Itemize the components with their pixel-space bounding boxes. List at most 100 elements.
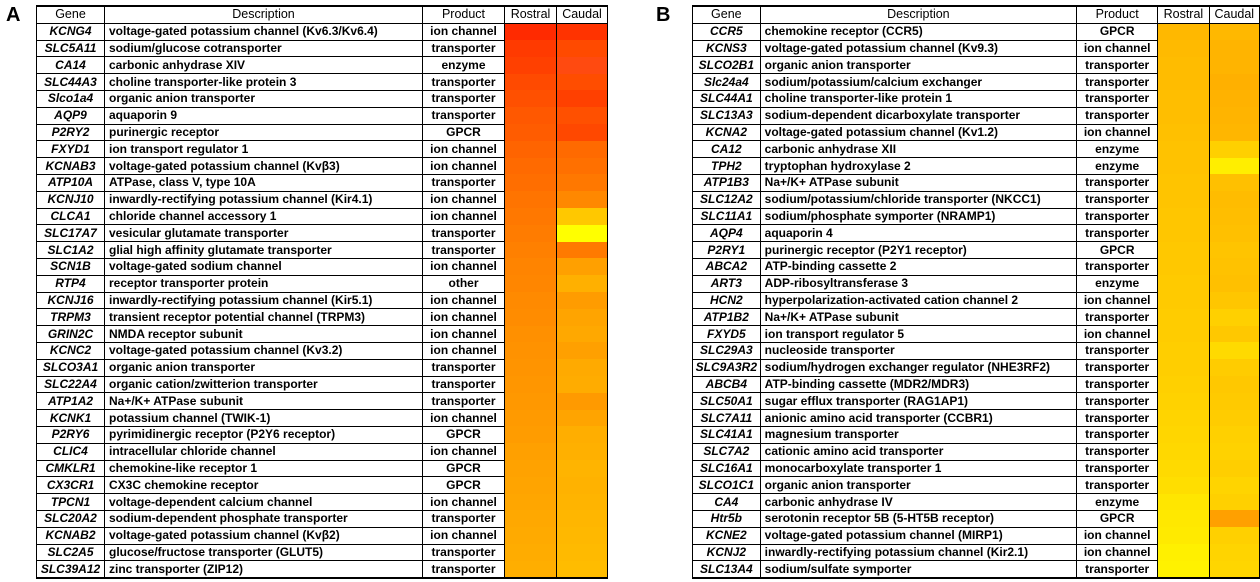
- description-cell: chloride channel accessory 1: [104, 207, 423, 226]
- gene-name-cell: Slc24a4: [692, 73, 761, 91]
- table-row: ATP10A ATPase, class V, type 10A transport…: [36, 173, 608, 192]
- rostral-heat-cell: [504, 443, 557, 461]
- product-cell: transporter: [1076, 207, 1159, 226]
- table-row: SLC7A2 cationic amino acid transporter tra…: [692, 442, 1260, 461]
- caudal-heat-cell: [556, 376, 608, 393]
- rostral-heat-cell: [504, 325, 557, 343]
- product-cell: transporter: [1076, 308, 1159, 327]
- product-cell: transporter: [422, 509, 505, 528]
- table-row: KCNS3 voltage-gated potassium channel (Kv…: [692, 39, 1260, 58]
- gene-name-cell: ATP1B2: [692, 308, 761, 327]
- table-row: Slco1a4 organic anion transporter transpor…: [36, 89, 608, 108]
- caudal-heat-cell: [556, 90, 608, 108]
- caudal-heat-cell: [1208, 23, 1260, 41]
- description-cell: voltage-gated potassium channel (Kv6.3/K…: [104, 22, 423, 41]
- caudal-heat-cell: [1208, 476, 1260, 494]
- table-row: KCNC2 voltage-gated potassium channel (Kv…: [36, 341, 608, 360]
- gene-name-cell: SLC50A1: [692, 392, 761, 411]
- gene-name-cell: AQP4: [692, 224, 761, 243]
- caudal-heat-cell: [556, 208, 608, 225]
- description-cell: NMDA receptor subunit: [104, 325, 423, 343]
- caudal-heat-cell: [1208, 73, 1260, 91]
- rostral-heat-cell: [504, 258, 557, 276]
- caudal-heat-cell: [556, 107, 608, 125]
- caudal-heat-cell: [556, 392, 608, 410]
- gene-name-cell: SLC22A4: [36, 375, 105, 394]
- caudal-heat-cell: [556, 157, 608, 175]
- table-row: CMKLR1 chemokine-like receptor 1 GPCR: [36, 459, 608, 478]
- gene-name-cell: SLCO2B1: [692, 56, 761, 75]
- gene-name-cell: KCNS3: [692, 39, 761, 58]
- rostral-heat-cell: [504, 376, 557, 393]
- caudal-heat-cell: [556, 308, 608, 326]
- product-cell: ion channel: [1076, 39, 1159, 58]
- table-row: GRIN2C NMDA receptor subunit ion channel: [36, 325, 608, 343]
- gene-table-a: Gene Description Product Rostral Caudal …: [36, 4, 608, 580]
- table-row: FXYD1 ion transport regulator 1 ion channe…: [36, 140, 608, 159]
- gene-name-cell: SLC12A2: [692, 190, 761, 209]
- product-cell: transporter: [1076, 476, 1159, 495]
- table-row: P2RY1 purinergic receptor (P2Y1 receptor)…: [692, 241, 1260, 259]
- product-cell: transporter: [422, 106, 505, 125]
- caudal-heat-cell: [556, 40, 608, 57]
- table-row: TPCN1 voltage-dependent calcium channel io…: [36, 493, 608, 511]
- description-cell: sodium/glucose cotransporter: [104, 39, 423, 58]
- caudal-heat-cell: [1208, 443, 1260, 461]
- rostral-heat-cell: [504, 90, 557, 108]
- table-row: KCNA2 voltage-gated potassium channel (Kv…: [692, 123, 1260, 142]
- caudal-heat-cell: [1208, 376, 1260, 393]
- product-cell: ion channel: [422, 341, 505, 360]
- table-header-row: Gene Description Product Rostral Caudal: [36, 4, 608, 24]
- table-row: KCNJ2 inwardly-rectifying potassium chann…: [692, 543, 1260, 562]
- product-cell: transporter: [1076, 341, 1159, 360]
- table-row: KCNJ16 inwardly-rectifying potassium chan…: [36, 291, 608, 310]
- description-cell: purinergic receptor (P2Y1 receptor): [759, 241, 1078, 259]
- table-row: SLC39A12 zinc transporter (ZIP12) transpor…: [36, 560, 608, 580]
- gene-name-cell: AQP9: [36, 106, 105, 125]
- gene-name-cell: KCNJ2: [692, 543, 761, 562]
- gene-name-cell: ART3: [692, 274, 761, 293]
- caudal-heat-cell: [556, 258, 608, 276]
- gene-name-cell: TPH2: [692, 157, 761, 175]
- rostral-heat-cell: [1157, 174, 1210, 192]
- rostral-heat-cell: [504, 342, 557, 360]
- caudal-heat-cell: [1208, 426, 1260, 444]
- rostral-heat-cell: [504, 73, 557, 91]
- table-row: P2RY6 pyrimidinergic receptor (P2Y6 recep…: [36, 425, 608, 444]
- caudal-heat-cell: [556, 476, 608, 494]
- gene-name-cell: KCNAB3: [36, 157, 105, 175]
- table-row: SLC13A4 sodium/sulfate symporter transport…: [692, 560, 1260, 580]
- rostral-heat-cell: [1157, 308, 1210, 326]
- description-cell: voltage-gated potassium channel (Kv9.3): [759, 39, 1078, 58]
- product-cell: transporter: [422, 241, 505, 259]
- rostral-heat-cell: [504, 426, 557, 444]
- gene-name-cell: KCNC2: [36, 341, 105, 360]
- caudal-heat-cell: [556, 191, 608, 209]
- table-row: SLC16A1 monocarboxylate transporter 1 tran…: [692, 459, 1260, 478]
- description-cell: carbonic anhydrase XII: [759, 140, 1078, 159]
- table-row: SLC44A1 choline transporter-like protein …: [692, 89, 1260, 108]
- table-row: SLC22A4 organic cation/zwitterion transpo…: [36, 375, 608, 394]
- product-cell: transporter: [1076, 392, 1159, 411]
- caudal-heat-cell: [1208, 308, 1260, 326]
- rostral-heat-cell: [1157, 476, 1210, 494]
- gene-name-cell: CLIC4: [36, 442, 105, 461]
- product-column-header: Product: [422, 4, 505, 24]
- gene-name-cell: SLC44A3: [36, 73, 105, 91]
- gene-name-cell: SLC41A1: [692, 425, 761, 444]
- table-row: SLCO1C1 organic anion transporter transpor…: [692, 476, 1260, 495]
- table-row: CLCA1 chloride channel accessory 1 ion cha…: [36, 207, 608, 226]
- caudal-heat-cell: [556, 56, 608, 74]
- rostral-heat-cell: [1157, 124, 1210, 141]
- panel-a-label: A: [6, 4, 21, 26]
- product-cell: ion channel: [422, 157, 505, 175]
- description-cell: organic anion transporter: [104, 89, 423, 108]
- table-row: CX3CR1 CX3C chemokine receptor GPCR: [36, 476, 608, 495]
- gene-name-cell: Slco1a4: [36, 89, 105, 108]
- caudal-heat-cell: [556, 544, 608, 561]
- description-cell: anionic amino acid transporter (CCBR1): [759, 409, 1078, 427]
- product-cell: transporter: [422, 173, 505, 192]
- description-cell: ion transport regulator 1: [104, 140, 423, 159]
- description-cell: carbonic anhydrase XIV: [104, 56, 423, 75]
- rostral-column-header: Rostral: [1157, 4, 1210, 24]
